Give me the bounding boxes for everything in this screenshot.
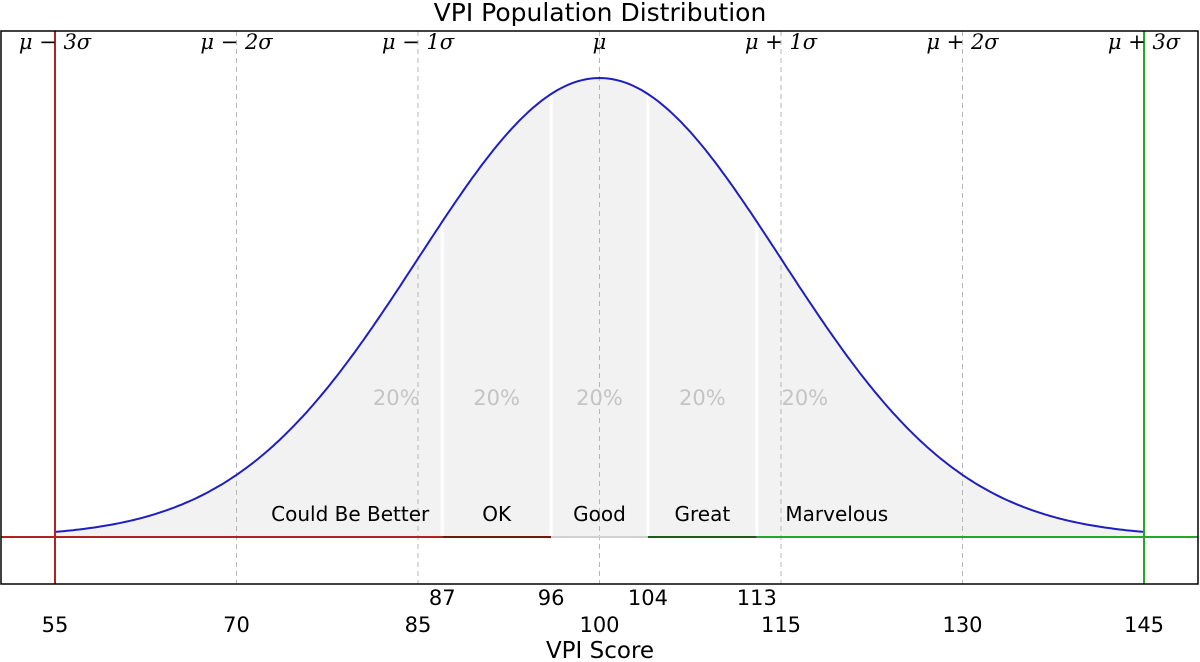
band-label: Marvelous [785, 502, 888, 526]
sigma-tick-label: μ [593, 30, 607, 54]
band-percent: 20% [373, 386, 420, 410]
band-label: Great [675, 502, 731, 526]
x-tick-label: 55 [42, 613, 69, 637]
x-minor-tick-label: 104 [628, 586, 668, 610]
sigma-tick-label: μ − 3σ [19, 30, 92, 54]
band-label: Good [573, 502, 626, 526]
band-percent: 20% [781, 386, 828, 410]
x-tick-label: 100 [579, 613, 619, 637]
x-tick-label: 70 [223, 613, 250, 637]
band-percent: 20% [576, 386, 623, 410]
sigma-tick-label: μ + 2σ [926, 30, 999, 54]
band-percent: 20% [679, 386, 726, 410]
chart-title: VPI Population Distribution [434, 0, 767, 27]
sigma-tick-label: μ + 1σ [745, 30, 818, 54]
sigma-tick-label: μ − 1σ [382, 30, 455, 54]
x-tick-label: 145 [1124, 613, 1164, 637]
distribution-curve [54, 76, 1145, 533]
x-minor-tick-label: 113 [737, 586, 777, 610]
band-percent: 20% [473, 386, 520, 410]
sigma-tick-label: μ − 2σ [200, 30, 273, 54]
band-label: Could Be Better [271, 502, 430, 526]
curve-area-fill [55, 78, 1144, 537]
plot-frame [0, 30, 1199, 585]
x-minor-tick-label: 96 [538, 586, 565, 610]
band-label: OK [482, 502, 512, 526]
x-minor-tick-label: 87 [429, 586, 456, 610]
sigma-tick-label: μ + 3σ [1108, 30, 1181, 54]
x-tick-label: 115 [761, 613, 801, 637]
x-tick-label: 85 [405, 613, 432, 637]
x-tick-label: 130 [942, 613, 982, 637]
x-axis-label: VPI Score [546, 638, 654, 662]
